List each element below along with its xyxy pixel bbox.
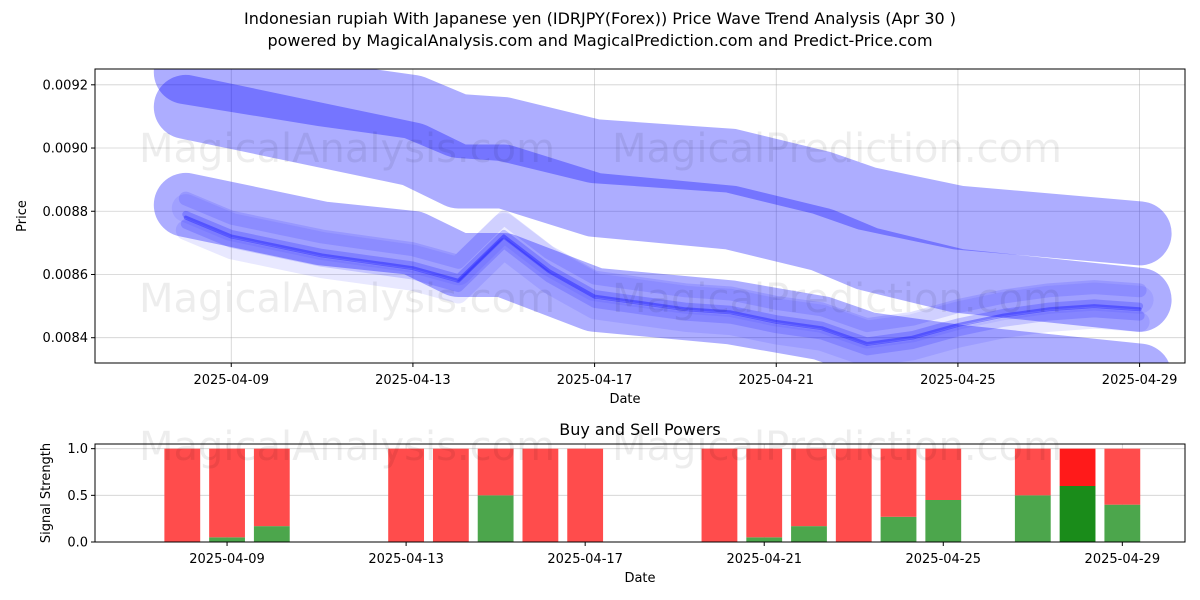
sell-power-bar: [1014, 448, 1051, 496]
price-wave-line: [182, 210, 1144, 345]
signal-x-tick-label: 2025-04-09: [189, 552, 265, 567]
price-x-tick-label: 2025-04-17: [557, 373, 633, 388]
price-wave-band: [153, 74, 1172, 332]
signal-y-tick-label: 1.0: [67, 442, 88, 457]
price-y-tick-label: 0.0088: [43, 205, 89, 220]
sell-power-bar: [925, 448, 962, 500]
signal-axes: 0.0 0.5 1.0 2025-04-09 2025-04-13 2025-04-17 2…: [67, 442, 1160, 567]
figure-title: Indonesian rupiah With Japanese yen (IDR…: [243, 9, 956, 28]
watermark-text: MagicalPrediction.com: [612, 424, 1062, 470]
sell-power-bar: [209, 448, 245, 538]
signal-x-tick-label: 2025-04-29: [1085, 552, 1161, 567]
sell-power-bar: [1059, 448, 1096, 486]
sell-power-bar: [432, 448, 469, 542]
price-plot-frame: [94, 68, 1186, 364]
price-x-tick-label: 2025-04-25: [920, 373, 996, 388]
price-wave-series: [171, 191, 1154, 363]
sell-power-bar: [791, 448, 827, 527]
buy-power-bar: [925, 500, 962, 542]
sell-power-bar: [477, 448, 514, 496]
price-wave-line: [171, 194, 1154, 349]
signal-x-tick-label: 2025-04-17: [547, 552, 623, 567]
sell-power-bar: [701, 448, 738, 542]
watermark-text: MagicalAnalysis.com: [139, 424, 555, 470]
signal-x-tick-label: 2025-04-25: [905, 552, 981, 567]
signal-x-label: Date: [624, 571, 655, 586]
signal-watermarks: MagicalAnalysis.com MagicalPrediction.com: [139, 424, 1062, 470]
sell-power-bar: [880, 448, 917, 517]
signal-y-label: Signal Strength: [39, 443, 54, 543]
figure-subtitle: powered by MagicalAnalysis.com and Magic…: [267, 31, 933, 50]
sell-power-bar: [253, 448, 290, 527]
buy-power-bar: [880, 516, 917, 542]
sell-power-bar: [522, 448, 559, 542]
sell-power-bar: [388, 448, 425, 542]
signal-x-tick-label: 2025-04-13: [368, 552, 444, 567]
price-y-tick-label: 0.0086: [43, 268, 89, 283]
price-wave-line: [175, 220, 1150, 363]
watermark-text: MagicalAnalysis.com: [139, 126, 555, 172]
watermark-text: MagicalAnalysis.com: [139, 276, 555, 322]
signal-x-tick-label: 2025-04-21: [726, 552, 802, 567]
signal-plot-frame: [94, 443, 1186, 543]
sell-power-bar: [1104, 448, 1141, 505]
buy-power-bar: [209, 537, 245, 542]
price-wave-bands: [153, 69, 1172, 363]
sell-power-bar: [164, 448, 201, 542]
sell-power-bar: [567, 448, 604, 542]
buy-power-bar: [746, 537, 783, 542]
price-wave-band: [153, 69, 1172, 266]
price-wave-line: [178, 191, 1147, 333]
price-x-tick-label: 2025-04-09: [193, 373, 269, 388]
buy-power-bar: [791, 526, 827, 542]
buy-power-bar: [1014, 495, 1051, 542]
price-y-tick-label: 0.0090: [43, 142, 89, 157]
signal-y-tick-label: 0.5: [67, 489, 88, 504]
price-x-label: Date: [609, 392, 640, 407]
price-wave-line: [180, 218, 1145, 356]
price-x-tick-label: 2025-04-29: [1102, 373, 1178, 388]
price-wave-line: [183, 215, 1142, 346]
buy-power-bar: [477, 495, 514, 542]
sell-power-bar: [835, 448, 872, 542]
buy-power-bar: [253, 526, 290, 542]
signal-bars: [164, 448, 1141, 542]
watermark-text: MagicalPrediction.com: [612, 126, 1062, 172]
buy-power-bar: [1104, 504, 1141, 542]
price-x-tick-label: 2025-04-13: [375, 373, 451, 388]
price-y-label: Price: [15, 200, 30, 232]
price-grid: [95, 69, 1185, 363]
sell-power-bar: [746, 448, 783, 538]
signal-y-tick-label: 0.0: [67, 536, 88, 551]
price-y-tick-label: 0.0084: [43, 331, 89, 346]
price-x-tick-label: 2025-04-21: [738, 373, 814, 388]
buy-power-bar: [1059, 486, 1096, 542]
price-y-tick-label: 0.0092: [43, 78, 89, 93]
watermark-text: MagicalPrediction.com: [612, 276, 1062, 322]
price-watermarks: MagicalAnalysis.com MagicalPrediction.com…: [139, 126, 1062, 322]
price-wave-band: [153, 172, 1169, 363]
signal-chart-title: Buy and Sell Powers: [559, 420, 721, 439]
price-axes: 0.0084 0.0086 0.0088 0.0090 0.0092 2025-04-09…: [43, 78, 1178, 388]
